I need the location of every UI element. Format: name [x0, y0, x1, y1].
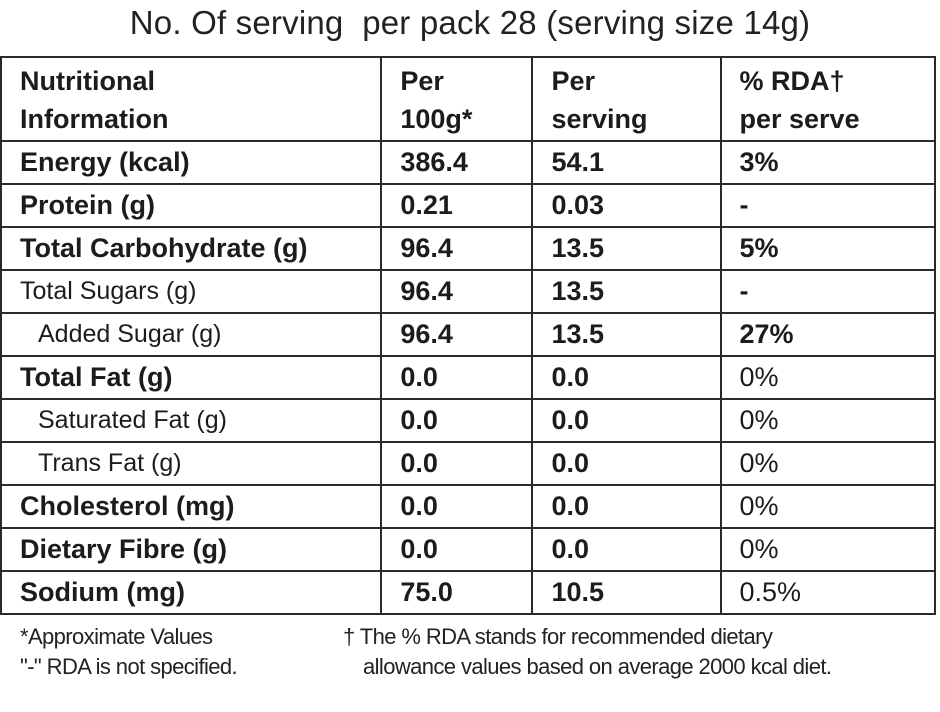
- per-100g-value: 0.0: [380, 484, 534, 529]
- per-100g-value: 96.4: [380, 226, 534, 271]
- per-serving-value: 0.0: [531, 398, 722, 443]
- footnote-rda-line2: allowance values based on average 2000 k…: [363, 654, 832, 679]
- nutrient-name: Energy (kcal): [0, 140, 383, 185]
- footnotes-right: † The % RDA stands for recommended dieta…: [343, 622, 832, 682]
- per-serving-value: 13.5: [531, 312, 722, 357]
- rda-value: 0%: [719, 441, 936, 486]
- table-row: Total Carbohydrate (g) 96.4 13.5 5%: [0, 226, 936, 271]
- rda-value: 0%: [719, 355, 936, 400]
- nutrient-name: Total Fat (g): [0, 355, 383, 400]
- table-row: Sodium (mg) 75.0 10.5 0.5%: [0, 570, 936, 615]
- rda-value: 5%: [719, 226, 936, 271]
- nutrient-name: Added Sugar (g): [0, 312, 383, 357]
- rda-value: 3%: [719, 140, 936, 185]
- table-row: Added Sugar (g) 96.4 13.5 27%: [0, 312, 936, 357]
- per-100g-value: 0.0: [380, 355, 534, 400]
- table-row: Saturated Fat (g) 0.0 0.0 0%: [0, 398, 936, 443]
- rda-value: 0.5%: [719, 570, 936, 615]
- footnotes-left: *Approximate Values "-" RDA is not speci…: [20, 622, 238, 682]
- header-rda-per-serve: % RDA† per serve: [719, 56, 936, 142]
- per-100g-value: 0.0: [380, 441, 534, 486]
- header-nutritional-information: Nutritional Information: [0, 56, 383, 142]
- rda-value: -: [719, 269, 936, 314]
- per-serving-value: 13.5: [531, 226, 722, 271]
- footnote-approximate: *Approximate Values: [20, 624, 213, 649]
- per-serving-value: 54.1: [531, 140, 722, 185]
- header-per-100g: Per 100g*: [380, 56, 534, 142]
- nutrient-name: Trans Fat (g): [0, 441, 383, 486]
- header-per-serving: Per serving: [531, 56, 722, 142]
- nutrient-name: Sodium (mg): [0, 570, 383, 615]
- per-100g-value: 0.0: [380, 527, 534, 572]
- per-serving-value: 0.03: [531, 183, 722, 228]
- per-serving-value: 0.0: [531, 527, 722, 572]
- nutrient-name: Protein (g): [0, 183, 383, 228]
- serving-title: No. Of serving per pack 28 (serving size…: [129, 4, 811, 41]
- per-100g-value: 0.0: [380, 398, 534, 443]
- per-100g-value: 75.0: [380, 570, 534, 615]
- per-serving-value: 0.0: [531, 441, 722, 486]
- nutrition-table: Nutritional Information Per 100g* Per se…: [0, 56, 936, 615]
- footnote-not-specified: "-" RDA is not specified.: [20, 654, 238, 679]
- table-row: Energy (kcal) 386.4 54.1 3%: [0, 140, 936, 185]
- nutrient-name: Total Carbohydrate (g): [0, 226, 383, 271]
- per-100g-value: 96.4: [380, 269, 534, 314]
- per-100g-value: 96.4: [380, 312, 534, 357]
- per-serving-value: 0.0: [531, 355, 722, 400]
- table-header-row: Nutritional Information Per 100g* Per se…: [0, 56, 936, 142]
- per-100g-value: 386.4: [380, 140, 534, 185]
- rda-value: 0%: [719, 398, 936, 443]
- nutrient-name: Cholesterol (mg): [0, 484, 383, 529]
- table-row: Dietary Fibre (g) 0.0 0.0 0%: [0, 527, 936, 572]
- table-row: Cholesterol (mg) 0.0 0.0 0%: [0, 484, 936, 529]
- table-row: Total Fat (g) 0.0 0.0 0%: [0, 355, 936, 400]
- rda-value: -: [719, 183, 936, 228]
- nutrient-name: Saturated Fat (g): [0, 398, 383, 443]
- per-serving-value: 0.0: [531, 484, 722, 529]
- rda-value: 0%: [719, 527, 936, 572]
- rda-value: 27%: [719, 312, 936, 357]
- table-row: Trans Fat (g) 0.0 0.0 0%: [0, 441, 936, 486]
- nutrient-name: Total Sugars (g): [0, 269, 383, 314]
- rda-value: 0%: [719, 484, 936, 529]
- footnote-rda-line1: † The % RDA stands for recommended dieta…: [343, 624, 773, 649]
- per-serving-value: 13.5: [531, 269, 722, 314]
- table-row: Protein (g) 0.21 0.03 -: [0, 183, 936, 228]
- table-row: Total Sugars (g) 96.4 13.5 -: [0, 269, 936, 314]
- nutrient-name: Dietary Fibre (g): [0, 527, 383, 572]
- per-100g-value: 0.21: [380, 183, 534, 228]
- per-serving-value: 10.5: [531, 570, 722, 615]
